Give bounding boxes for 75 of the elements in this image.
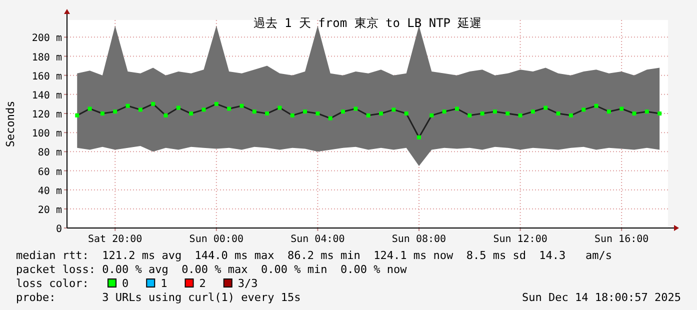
point [240,104,244,108]
point [88,106,92,111]
text: median rtt: 121.2 ms avg 144.0 ms max 86.2 ms min 124.1 ms now 8.5 ms sd 14.3 am/s [16,249,612,262]
point [544,106,548,110]
y-tick-label: 20 m [38,204,62,216]
point [126,104,130,108]
x-tick-label: Sun 00:00 [189,234,244,245]
point [354,106,358,111]
legend-label: 3/3 [238,277,258,290]
text: packet loss: 0.00 % avg 0.00 % max 0.00 % min 0.00 % now [16,263,408,276]
point [404,112,408,116]
y-axis-title: Seconds [4,100,17,148]
point [480,112,484,116]
legend-title: loss color: [16,277,89,290]
point [606,110,611,114]
legend-label: 2 [199,277,206,290]
legend-label: 0 [122,277,129,290]
point [151,102,156,106]
point [632,112,636,116]
point [316,112,320,116]
point [620,106,624,111]
x-tick-label: Sun 12:00 [493,234,548,245]
point [214,102,218,106]
x-tick-label: Sun 04:00 [290,234,345,245]
point [582,108,586,112]
point [278,106,282,110]
point [530,110,535,114]
point [290,113,294,118]
point [379,112,384,116]
point [164,113,168,118]
point [328,116,332,120]
text: probe: 3 URLs using curl(1) every 15s [16,291,301,304]
x-tick-label: Sun 16:00 [594,234,649,245]
point [392,108,396,112]
point [75,113,80,118]
point [556,112,560,116]
point [442,110,446,114]
point [430,113,434,118]
y-tick-label: 160 m [32,71,62,82]
point [252,110,256,114]
y-tick-label: 180 m [32,52,62,64]
point [568,113,573,118]
point [644,110,649,114]
point [113,110,118,114]
point [227,106,232,111]
point [454,106,459,111]
point [366,113,370,118]
chart-title: 過去 1 天 from 東京 to LB NTP 延遲 [253,16,482,30]
x-tick-label: Sat 20:00 [88,234,142,245]
point [416,135,421,140]
point [658,112,662,116]
point [518,113,522,118]
y-tick-label: 120 m [32,110,62,121]
point [100,112,104,116]
point [189,112,194,116]
point [492,110,497,114]
y-tick-label: 80 m [38,148,62,159]
point [202,108,206,112]
point [138,108,142,112]
point [303,110,308,114]
y-tick-label: 40 m [38,186,62,197]
y-tick-label: 60 m [38,166,62,178]
x-tick-label: Sun 08:00 [392,234,446,245]
point [506,112,510,116]
legend-label: 1 [160,277,168,290]
y-tick-label: 140 m [32,90,62,102]
y-tick-label: 100 m [32,128,62,140]
text: Sun Dec 14 18:00:57 2025 [522,291,681,304]
y-tick-label: 200 m [32,33,62,44]
point [176,106,180,110]
point [265,112,270,116]
point [341,110,346,114]
y-tick-label: 0 [56,224,62,235]
point [468,113,472,118]
point [594,104,598,108]
